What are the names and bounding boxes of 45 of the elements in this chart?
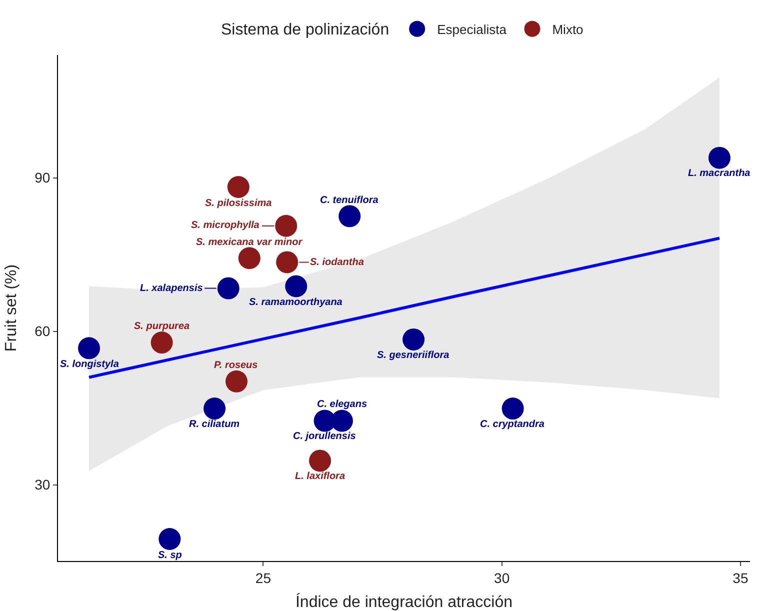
annotation: L. macrantha [688,168,751,179]
annotation: S. purpurea [134,321,190,332]
legend-label: Mixto [552,22,584,37]
annotation: P. roseus [214,360,258,371]
annotation: S. ramamoorthyana [249,297,343,308]
x-tick-label: 35 [732,570,748,586]
point [204,398,226,420]
annotation: S. mexicana var minor [196,237,304,248]
annotation: R. ciliatum [189,419,240,430]
point [276,251,298,274]
point [150,332,173,354]
annotation: C. elegans [317,399,368,410]
point [227,176,250,198]
annotation: S. iodantha [310,257,364,268]
point [78,337,100,360]
point [275,214,298,237]
annotation: S. sp [158,550,182,561]
annotation: S. pilosissima [205,198,272,209]
annotation: C. tenuiflora [320,195,379,206]
y-axis-title: Fruit set (%) [3,264,20,352]
legend-label: Especialista [437,22,508,37]
point [238,247,260,270]
point [502,398,524,420]
annotation: S. gesneriiflora [377,350,450,361]
point [309,450,332,472]
point [285,275,308,298]
point [338,205,361,228]
annotation: S. longistyla [60,359,120,370]
point [226,370,248,392]
y-tick-label: 60 [34,323,50,340]
annotation: L. laxiflora [295,471,346,482]
point [217,277,240,300]
x-axis-title: Índice de integración atracción [295,593,513,611]
point [402,328,425,350]
point [158,528,181,550]
x-tick-label: 25 [255,570,272,586]
y-tick-label: 30 [34,476,50,493]
point [708,146,730,169]
annotation: C. cryptandra [480,419,545,430]
legend-title: Sistema de polinización [221,22,390,39]
y-tick-label: 90 [34,170,50,186]
annotation: S. microphylla [191,220,260,231]
annotation: C. jorullensis [293,431,356,442]
x-tick-label: 30 [494,570,510,586]
annotation: L. xalapensis [140,283,204,294]
